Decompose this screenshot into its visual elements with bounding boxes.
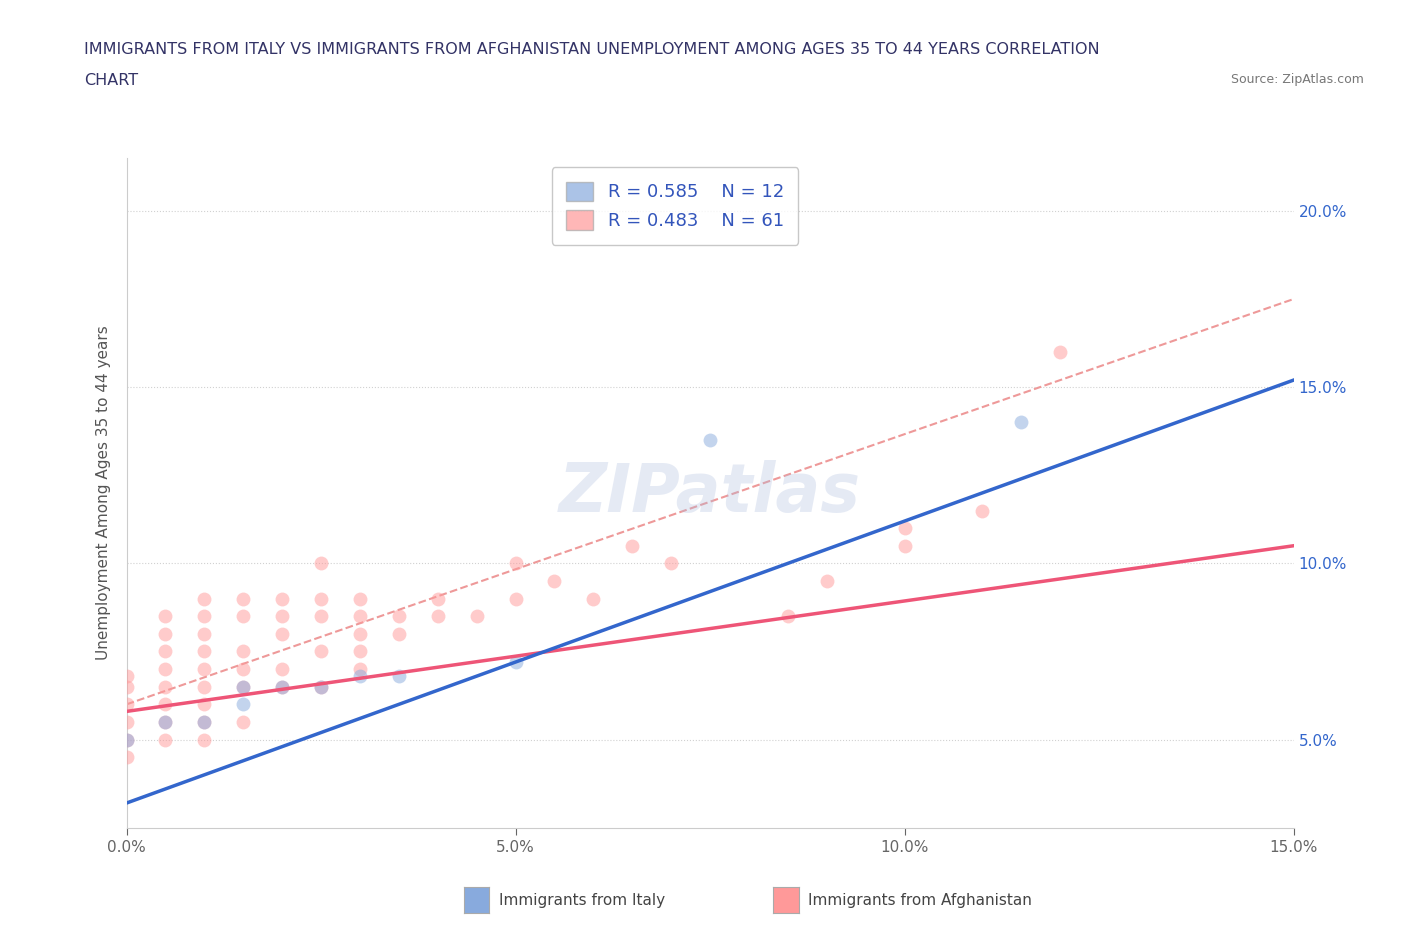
Point xyxy=(193,609,215,624)
Point xyxy=(115,679,138,694)
Point xyxy=(349,661,371,676)
Point xyxy=(271,661,294,676)
Text: CHART: CHART xyxy=(84,73,138,87)
Point xyxy=(1010,415,1032,430)
Point xyxy=(426,591,449,606)
Point xyxy=(349,627,371,642)
Point xyxy=(659,556,682,571)
Point xyxy=(155,714,177,729)
Point xyxy=(776,609,799,624)
Point xyxy=(699,432,721,447)
Text: Source: ZipAtlas.com: Source: ZipAtlas.com xyxy=(1230,73,1364,86)
Text: Immigrants from Afghanistan: Immigrants from Afghanistan xyxy=(808,893,1032,908)
Point xyxy=(232,644,254,659)
Point xyxy=(193,661,215,676)
Point xyxy=(115,750,138,764)
Point xyxy=(1049,344,1071,359)
Point xyxy=(115,697,138,711)
Point xyxy=(893,521,915,536)
Point xyxy=(193,679,215,694)
Point xyxy=(155,661,177,676)
Point xyxy=(349,644,371,659)
Point xyxy=(388,669,411,684)
Point xyxy=(155,697,177,711)
Point xyxy=(232,697,254,711)
Text: ZIPatlas: ZIPatlas xyxy=(560,460,860,525)
Point xyxy=(388,627,411,642)
Point xyxy=(193,714,215,729)
Point xyxy=(115,714,138,729)
Point xyxy=(349,669,371,684)
Point xyxy=(505,556,527,571)
Point xyxy=(115,732,138,747)
Point xyxy=(232,679,254,694)
Point xyxy=(309,591,332,606)
Point xyxy=(193,591,215,606)
Point xyxy=(155,732,177,747)
Point xyxy=(505,591,527,606)
Point xyxy=(193,697,215,711)
Point xyxy=(193,714,215,729)
Point xyxy=(193,732,215,747)
Point xyxy=(271,609,294,624)
Point xyxy=(232,591,254,606)
Point xyxy=(543,574,565,589)
Point xyxy=(309,644,332,659)
Text: Immigrants from Italy: Immigrants from Italy xyxy=(499,893,665,908)
Point xyxy=(271,679,294,694)
Point xyxy=(155,714,177,729)
Point xyxy=(271,679,294,694)
Text: IMMIGRANTS FROM ITALY VS IMMIGRANTS FROM AFGHANISTAN UNEMPLOYMENT AMONG AGES 35 : IMMIGRANTS FROM ITALY VS IMMIGRANTS FROM… xyxy=(84,42,1099,57)
Point xyxy=(271,627,294,642)
Point xyxy=(893,538,915,553)
Point xyxy=(349,591,371,606)
Point xyxy=(155,679,177,694)
Point xyxy=(505,655,527,670)
Point xyxy=(155,627,177,642)
Point xyxy=(155,609,177,624)
Point xyxy=(271,591,294,606)
Point xyxy=(309,679,332,694)
Point xyxy=(349,609,371,624)
Y-axis label: Unemployment Among Ages 35 to 44 years: Unemployment Among Ages 35 to 44 years xyxy=(96,326,111,660)
Point xyxy=(815,574,838,589)
Point xyxy=(388,609,411,624)
Point xyxy=(193,627,215,642)
Point xyxy=(232,661,254,676)
Point xyxy=(309,556,332,571)
Point xyxy=(155,644,177,659)
Point xyxy=(115,732,138,747)
Point xyxy=(621,538,644,553)
Point xyxy=(309,609,332,624)
Point xyxy=(972,503,994,518)
Point xyxy=(426,609,449,624)
Point xyxy=(232,609,254,624)
Point xyxy=(232,714,254,729)
Point xyxy=(115,669,138,684)
Point xyxy=(232,679,254,694)
Point xyxy=(193,644,215,659)
Point xyxy=(582,591,605,606)
Point xyxy=(309,679,332,694)
Legend: R = 0.585    N = 12, R = 0.483    N = 61: R = 0.585 N = 12, R = 0.483 N = 61 xyxy=(551,167,799,245)
Point xyxy=(465,609,488,624)
